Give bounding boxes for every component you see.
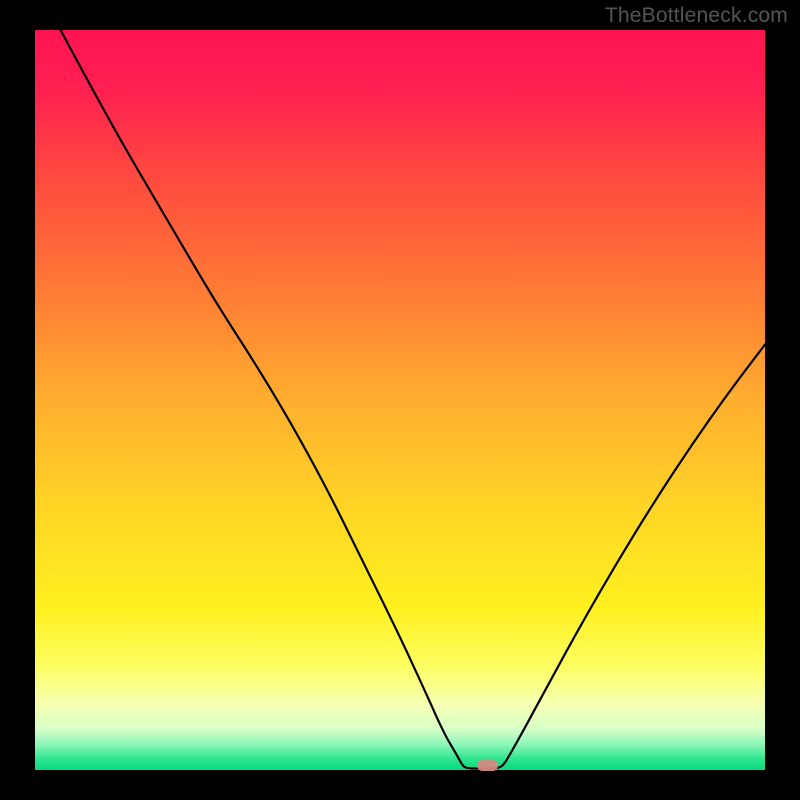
optimal-point-marker <box>477 760 497 770</box>
chart-stage: TheBottleneck.com <box>0 0 800 800</box>
watermark-text: TheBottleneck.com <box>605 4 788 28</box>
bottleneck-curve <box>0 0 800 800</box>
